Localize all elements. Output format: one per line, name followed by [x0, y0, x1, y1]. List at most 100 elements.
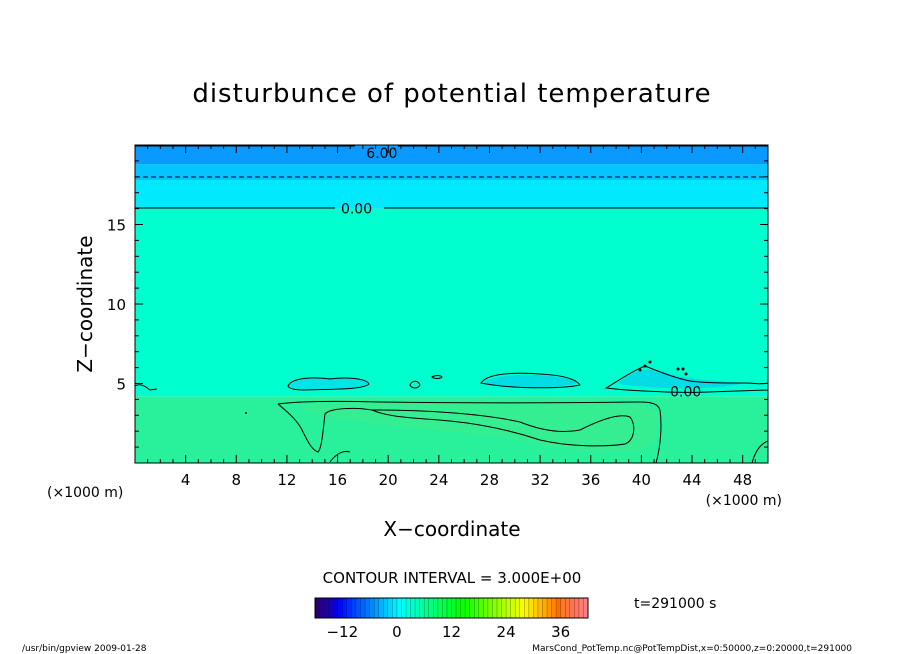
x-unit-right: (×1000 m)	[706, 493, 782, 509]
colorbar-cell	[506, 598, 511, 618]
colorbar-tick-label: 0	[392, 623, 402, 641]
colorbar-cell	[410, 598, 416, 618]
footer-left: /usr/bin/gpview 2009-01-28	[22, 644, 147, 654]
contour-dot	[676, 367, 680, 371]
colorbar	[314, 598, 589, 618]
x-tick-labels: 4 8 12 16 20 24 28 32 36 40 44 48	[181, 471, 752, 489]
chart-title: disturbunce of potential temperature	[192, 79, 711, 109]
colorbar-cell	[560, 598, 566, 618]
contour-dot	[684, 372, 688, 376]
contour-lines	[135, 145, 768, 463]
colorbar-cell	[374, 598, 379, 618]
colorbar-cell	[415, 598, 420, 618]
colorbar-cell	[537, 598, 543, 618]
field-layer-3	[135, 164, 768, 180]
cool-patch-2	[483, 374, 578, 388]
colorbar-cell	[474, 598, 480, 618]
colorbar-cell	[478, 598, 484, 618]
colorbar-cell	[574, 598, 580, 618]
colorbar-cell	[578, 598, 584, 618]
colorbar-cell	[319, 598, 325, 618]
plot-area	[135, 145, 768, 463]
contour-blob-4	[431, 375, 443, 379]
colorbar-cell	[392, 598, 398, 618]
colorbar-cell	[419, 598, 425, 618]
colorbar-cell	[437, 598, 443, 618]
field-layer-4	[135, 145, 768, 165]
colorbar-cell	[547, 598, 552, 618]
colorbar-cell	[324, 598, 329, 618]
field-layer-1	[135, 208, 768, 397]
colorbar-cell	[351, 598, 357, 618]
colorbar-cell	[346, 598, 352, 618]
colorbar-cell	[519, 598, 525, 618]
y-axis-label: Z−coordinate	[73, 235, 97, 372]
colorbar-cell	[355, 598, 361, 618]
colorbar-cell	[556, 598, 561, 618]
contour-label-1: 0.00	[341, 202, 372, 218]
colorbar-frame	[314, 597, 589, 619]
x-tick-label: 24	[429, 471, 448, 489]
colorbar-cell	[369, 598, 375, 618]
y-tick-labels: 5 10 15	[107, 217, 126, 394]
colorbar-cell	[406, 598, 411, 618]
colorbar-cell	[383, 598, 389, 618]
contour-label-2: 0.00	[670, 384, 701, 400]
colorbar-cell	[360, 598, 366, 618]
colorbar-cell	[387, 598, 393, 618]
colorbar-tick-labels: −12 0 12 24 36	[326, 623, 570, 641]
x-tick-label: 28	[480, 471, 499, 489]
colorbar-cell	[528, 598, 534, 618]
x-tick-label: 4	[181, 471, 191, 489]
contour-interval: CONTOUR INTERVAL = 3.000E+00	[323, 569, 582, 587]
time-label: t=291000 s	[634, 596, 716, 612]
colorbar-cell	[424, 598, 430, 618]
colorbar-cell	[583, 598, 589, 618]
colorbar-cell	[542, 598, 548, 618]
contour-blob-2	[480, 372, 581, 389]
y-tick-label: 5	[116, 376, 126, 394]
contour-dots	[245, 360, 688, 414]
colorbar-cell	[396, 598, 402, 618]
colorbar-cell	[551, 598, 557, 618]
contour-dot	[638, 368, 642, 372]
colorbar-cell	[337, 598, 343, 618]
contour-warm-inner	[371, 409, 635, 447]
colorbar-cell	[501, 598, 507, 618]
footer-right: MarsCond_PotTemp.nc@PotTempDist,x=0:5000…	[532, 644, 852, 654]
colorbar-cell	[497, 598, 502, 618]
contour-dot	[648, 360, 652, 364]
colorbar-cell	[328, 598, 334, 618]
colorbar-cell	[456, 598, 461, 618]
contour-warm-outer	[277, 400, 662, 463]
colorbar-cell	[446, 598, 452, 618]
colorbar-cell	[342, 598, 348, 618]
axis-ticks	[134, 144, 769, 464]
x-tick-label: 32	[531, 471, 550, 489]
contour-bottom-left	[329, 451, 351, 463]
x-tick-label: 36	[581, 471, 600, 489]
colorbar-tick-label: 24	[497, 623, 516, 641]
colorbar-cell	[442, 598, 448, 618]
colorbar-cell	[469, 598, 475, 618]
warm-core	[300, 401, 657, 452]
colorbar-cell	[315, 598, 320, 618]
x-tick-label: 16	[328, 471, 347, 489]
x-tick-label: 12	[277, 471, 296, 489]
colorbar-cell	[487, 598, 493, 618]
contour-dot	[643, 364, 647, 368]
contour-blob-1	[287, 377, 370, 391]
colorbar-cell	[401, 598, 407, 618]
colorbar-cell	[451, 598, 457, 618]
colorbar-cell	[524, 598, 530, 618]
colorbar-tick-label: 12	[442, 623, 461, 641]
colorbar-cell	[515, 598, 521, 618]
colorbar-cell	[492, 598, 498, 618]
colorbar-cell	[428, 598, 434, 618]
contour-zero-lower-left	[135, 384, 158, 391]
x-tick-label: 8	[232, 471, 242, 489]
colorbar-cell	[433, 598, 439, 618]
contour-bottom-right	[751, 440, 768, 463]
colorbar-cell	[533, 598, 539, 618]
